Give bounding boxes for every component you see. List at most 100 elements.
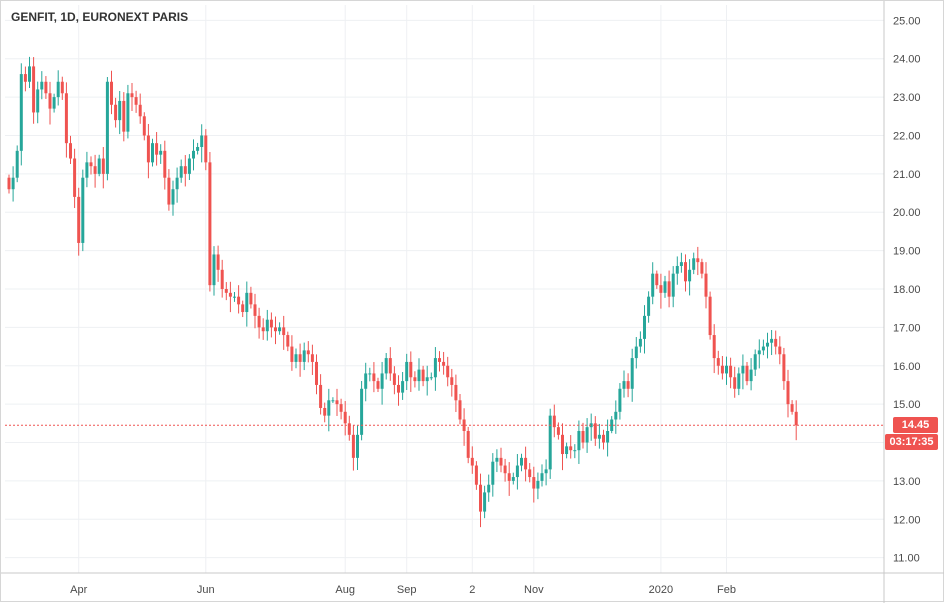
candle-body bbox=[224, 289, 228, 293]
candle-body bbox=[552, 415, 556, 428]
candle-body bbox=[794, 411, 798, 426]
y-tick-label: 22.00 bbox=[893, 130, 921, 142]
candle-body bbox=[454, 384, 458, 401]
candle-body bbox=[429, 377, 433, 379]
candle-body bbox=[433, 358, 437, 378]
candle-body bbox=[729, 365, 733, 378]
candle-body bbox=[339, 404, 343, 412]
candle-body bbox=[32, 66, 36, 113]
candle-body bbox=[319, 384, 323, 408]
candle-body bbox=[60, 81, 64, 94]
candle-body bbox=[208, 162, 212, 286]
candle-body bbox=[413, 377, 417, 382]
candle-body bbox=[585, 427, 589, 443]
candle-body bbox=[105, 81, 109, 174]
candle-body bbox=[737, 373, 741, 389]
candle-body bbox=[556, 427, 560, 435]
candle-body bbox=[503, 465, 507, 474]
candle-body bbox=[380, 373, 384, 389]
candle-body bbox=[163, 150, 167, 178]
candle-body bbox=[704, 273, 708, 297]
candle-body bbox=[351, 434, 355, 458]
x-tick-label: Jun bbox=[197, 584, 215, 596]
candle-body bbox=[466, 431, 470, 458]
candle-body bbox=[302, 350, 306, 362]
candle-body bbox=[249, 292, 253, 305]
candle-body bbox=[405, 361, 409, 382]
candle-body bbox=[114, 104, 118, 121]
candle-body bbox=[725, 365, 728, 374]
candle-body bbox=[696, 258, 700, 263]
candle-body bbox=[331, 400, 335, 402]
candle-body bbox=[397, 384, 400, 393]
candle-body bbox=[679, 262, 683, 266]
candle-body bbox=[356, 434, 359, 458]
candle-body bbox=[36, 89, 40, 113]
candle-body bbox=[290, 346, 294, 362]
candle-body bbox=[97, 158, 101, 174]
candle-body bbox=[142, 116, 146, 136]
candle-body bbox=[634, 346, 638, 359]
candle-body bbox=[56, 81, 60, 98]
candle-body bbox=[483, 492, 487, 512]
candle-body bbox=[524, 457, 528, 470]
x-tick-label: Sep bbox=[397, 584, 417, 596]
candle-body bbox=[73, 158, 77, 197]
x-tick-label: Nov bbox=[524, 584, 544, 596]
x-tick-label: Apr bbox=[70, 584, 87, 596]
candle-body bbox=[671, 273, 675, 297]
candle-body bbox=[749, 369, 753, 382]
candle-body bbox=[130, 93, 134, 98]
candle-body bbox=[138, 104, 142, 117]
candle-body bbox=[495, 457, 499, 462]
chart-title: GENFIT, 1D, EURONEXT PARIS bbox=[11, 10, 189, 24]
candle-body bbox=[782, 354, 786, 382]
candle-body bbox=[479, 484, 482, 512]
candle-body bbox=[200, 135, 204, 147]
candle-body bbox=[23, 74, 27, 82]
candle-body bbox=[626, 381, 630, 389]
candle-body bbox=[343, 411, 347, 424]
candle-body bbox=[610, 419, 614, 431]
candle-body bbox=[757, 350, 761, 355]
candle-body bbox=[360, 388, 364, 435]
candle-body bbox=[708, 296, 712, 336]
candle-body bbox=[561, 434, 564, 455]
candle-body bbox=[655, 273, 659, 286]
candle-body bbox=[647, 296, 651, 316]
candle-body bbox=[692, 258, 696, 270]
y-tick-label: 17.00 bbox=[893, 322, 921, 334]
candle-body bbox=[766, 342, 769, 347]
candle-body bbox=[192, 150, 195, 159]
y-tick-label: 12.00 bbox=[893, 514, 921, 526]
candle-body bbox=[667, 281, 671, 297]
candle-body bbox=[659, 285, 663, 293]
candle-body bbox=[261, 327, 265, 332]
candle-body bbox=[40, 81, 44, 90]
candle-body bbox=[491, 461, 495, 485]
candle-body bbox=[790, 404, 794, 412]
candle-body bbox=[450, 377, 454, 385]
candle-body bbox=[462, 419, 466, 431]
candle-body bbox=[614, 411, 618, 420]
candle-body bbox=[212, 254, 216, 286]
candle-body bbox=[589, 423, 593, 428]
candle-body bbox=[511, 477, 515, 481]
candle-body bbox=[204, 135, 208, 163]
candle-body bbox=[643, 315, 646, 339]
candle-body bbox=[520, 457, 523, 466]
candle-body bbox=[183, 166, 187, 174]
y-tick-label: 16.00 bbox=[893, 361, 921, 373]
candle-body bbox=[606, 431, 610, 443]
candle-body bbox=[651, 273, 655, 297]
candle-body bbox=[171, 189, 175, 205]
candle-body bbox=[622, 381, 626, 389]
candle-body bbox=[146, 135, 150, 163]
y-tick-label: 13.00 bbox=[893, 476, 921, 488]
candles-layer bbox=[7, 56, 798, 528]
candle-body bbox=[663, 281, 667, 293]
candle-body bbox=[233, 296, 236, 298]
candle-body bbox=[540, 473, 544, 481]
